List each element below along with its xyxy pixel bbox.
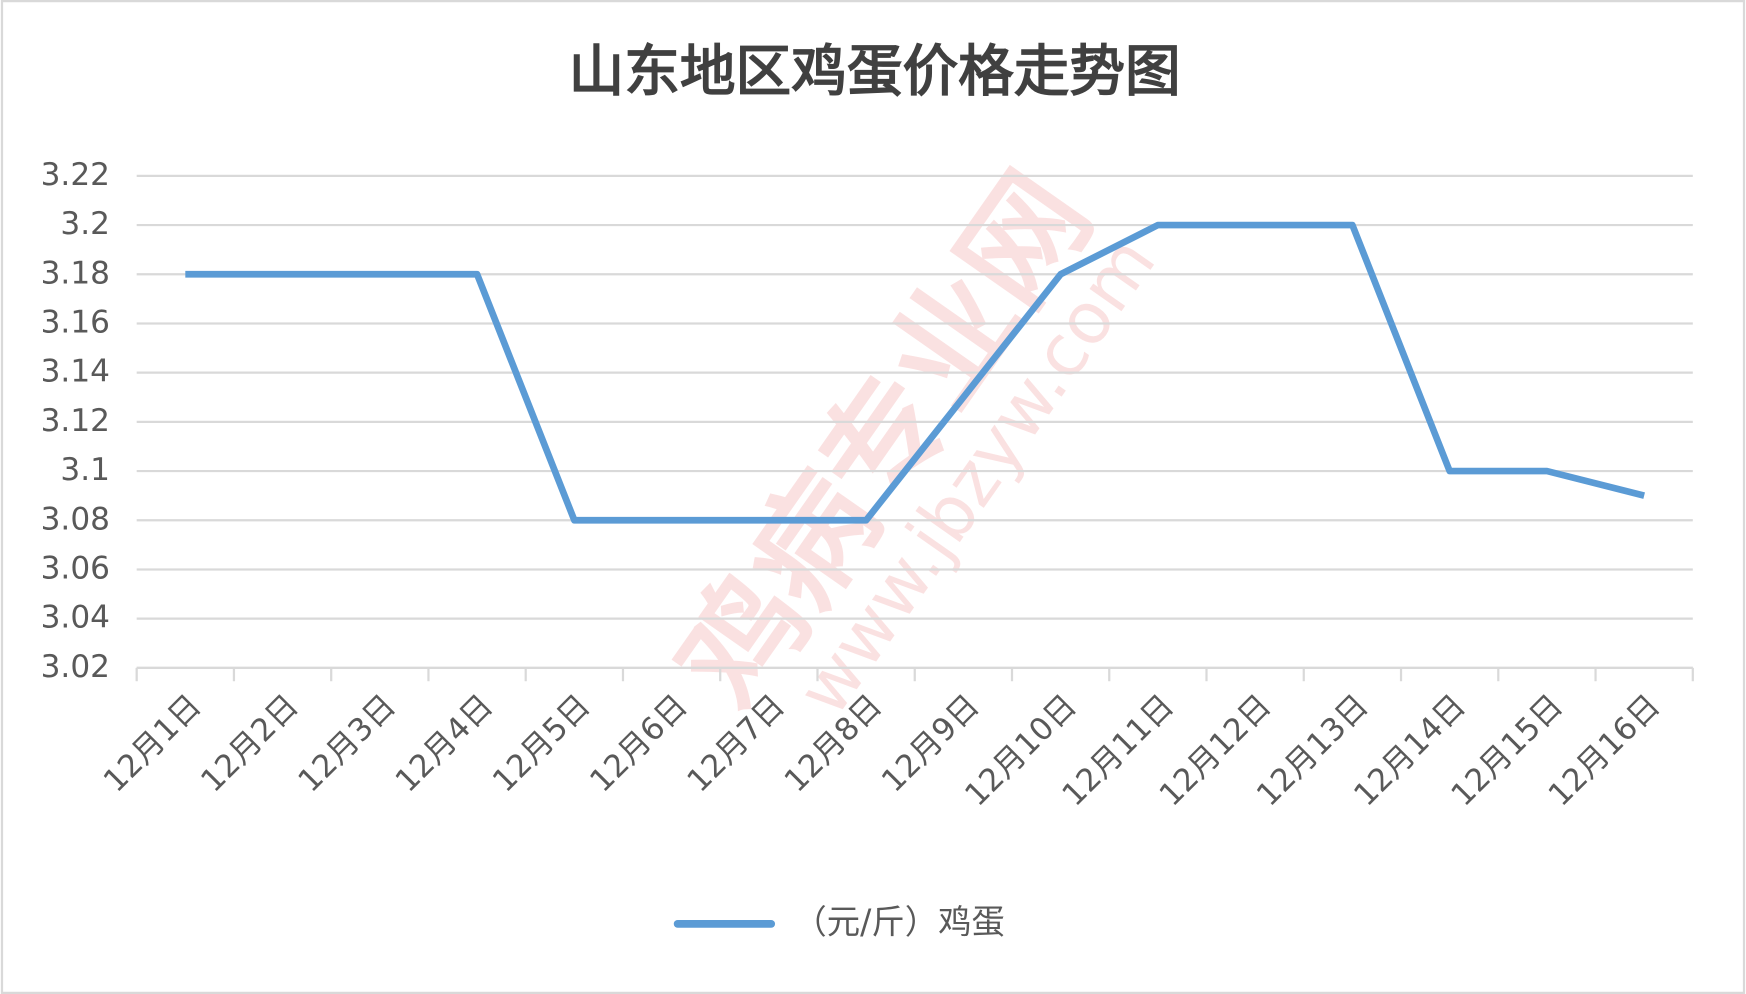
- y-tick-label: 3.1: [60, 452, 110, 488]
- y-tick-label: 3.04: [41, 600, 110, 636]
- y-tick-label: 3.22: [41, 157, 110, 193]
- data-line: [185, 221, 1645, 524]
- chart-title: 山东地区鸡蛋价格走势图: [569, 39, 1181, 104]
- legend-label: （元/斤）鸡蛋: [793, 902, 1005, 941]
- y-tick-label: 3.08: [41, 501, 110, 537]
- y-tick-label: 3.06: [41, 550, 110, 586]
- y-tick-label: 3.2: [60, 206, 110, 242]
- y-tick-label: 3.16: [41, 304, 110, 340]
- y-tick-label: 3.12: [41, 403, 110, 439]
- y-tick-label: 3.18: [41, 255, 110, 291]
- y-tick-label: 3.02: [41, 649, 110, 685]
- y-tick-label: 3.14: [41, 354, 110, 390]
